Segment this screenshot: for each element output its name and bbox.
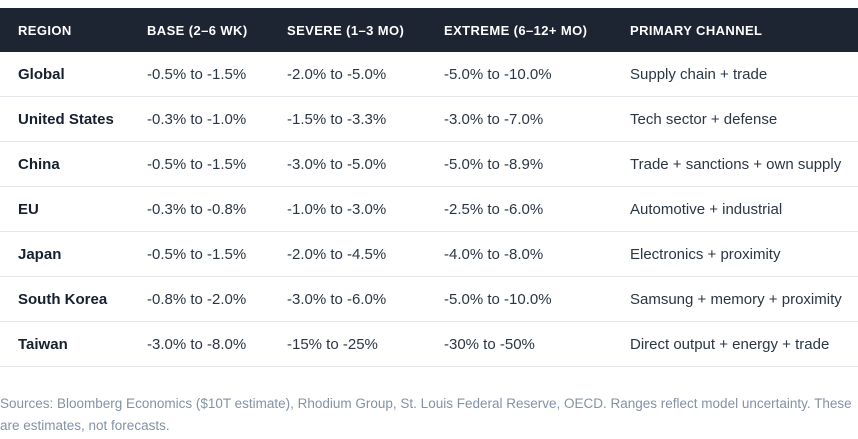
column-header-severe: SEVERE (1–3 MO)	[269, 8, 426, 52]
cell-base: -0.5% to -1.5%	[129, 52, 269, 97]
column-header-primary-channel: PRIMARY CHANNEL	[612, 8, 858, 52]
table-row-united-states: United States -0.3% to -1.0% -1.5% to -3…	[0, 96, 858, 142]
cell-extreme: -5.0% to -10.0%	[426, 276, 612, 322]
cell-severe: -2.0% to -4.5%	[269, 231, 426, 277]
header-row: REGION BASE (2–6 WK) SEVERE (1–3 MO) EXT…	[0, 8, 858, 52]
economic-impact-table: REGION BASE (2–6 WK) SEVERE (1–3 MO) EXT…	[0, 8, 858, 367]
cell-severe: -1.5% to -3.3%	[269, 96, 426, 142]
cell-channel: Trade + sanctions + own supply	[612, 141, 858, 187]
cell-base: -0.3% to -0.8%	[129, 186, 269, 232]
table-row-global: Global -0.5% to -1.5% -2.0% to -5.0% -5.…	[0, 52, 858, 97]
cell-base: -0.5% to -1.5%	[129, 231, 269, 277]
cell-channel: Automotive + industrial	[612, 186, 858, 232]
cell-region: EU	[0, 186, 129, 232]
cell-base: -0.3% to -1.0%	[129, 96, 269, 142]
cell-severe: -3.0% to -5.0%	[269, 141, 426, 187]
cell-extreme: -2.5% to -6.0%	[426, 186, 612, 232]
table-row-china: China -0.5% to -1.5% -3.0% to -5.0% -5.0…	[0, 141, 858, 187]
cell-channel: Tech sector + defense	[612, 96, 858, 142]
cell-channel: Samsung + memory + proximity	[612, 276, 858, 322]
cell-base: -3.0% to -8.0%	[129, 321, 269, 367]
table-row-japan: Japan -0.5% to -1.5% -2.0% to -4.5% -4.0…	[0, 231, 858, 277]
cell-region: Taiwan	[0, 321, 129, 367]
table-row-taiwan: Taiwan -3.0% to -8.0% -15% to -25% -30% …	[0, 321, 858, 367]
column-header-base: BASE (2–6 WK)	[129, 8, 269, 52]
cell-severe: -15% to -25%	[269, 321, 426, 367]
cell-severe: -3.0% to -6.0%	[269, 276, 426, 322]
column-header-extreme: EXTREME (6–12+ MO)	[426, 8, 612, 52]
table-body: Global -0.5% to -1.5% -2.0% to -5.0% -5.…	[0, 52, 858, 367]
cell-region: China	[0, 141, 129, 187]
cell-severe: -2.0% to -5.0%	[269, 52, 426, 97]
cell-base: -0.5% to -1.5%	[129, 141, 269, 187]
table-row-eu: EU -0.3% to -0.8% -1.0% to -3.0% -2.5% t…	[0, 186, 858, 232]
cell-base: -0.8% to -2.0%	[129, 276, 269, 322]
cell-channel: Electronics + proximity	[612, 231, 858, 277]
cell-channel: Direct output + energy + trade	[612, 321, 858, 367]
column-header-region: REGION	[0, 8, 129, 52]
cell-extreme: -3.0% to -7.0%	[426, 96, 612, 142]
table-header: REGION BASE (2–6 WK) SEVERE (1–3 MO) EXT…	[0, 8, 858, 52]
cell-extreme: -4.0% to -8.0%	[426, 231, 612, 277]
cell-channel: Supply chain + trade	[612, 52, 858, 97]
cell-region: Global	[0, 52, 129, 97]
cell-extreme: -30% to -50%	[426, 321, 612, 367]
cell-region: United States	[0, 96, 129, 142]
cell-region: Japan	[0, 231, 129, 277]
cell-severe: -1.0% to -3.0%	[269, 186, 426, 232]
cell-region: South Korea	[0, 276, 129, 322]
cell-extreme: -5.0% to -10.0%	[426, 52, 612, 97]
cell-extreme: -5.0% to -8.9%	[426, 141, 612, 187]
sources-note: Sources: Bloomberg Economics ($10T estim…	[0, 396, 852, 433]
table-row-south-korea: South Korea -0.8% to -2.0% -3.0% to -6.0…	[0, 276, 858, 322]
